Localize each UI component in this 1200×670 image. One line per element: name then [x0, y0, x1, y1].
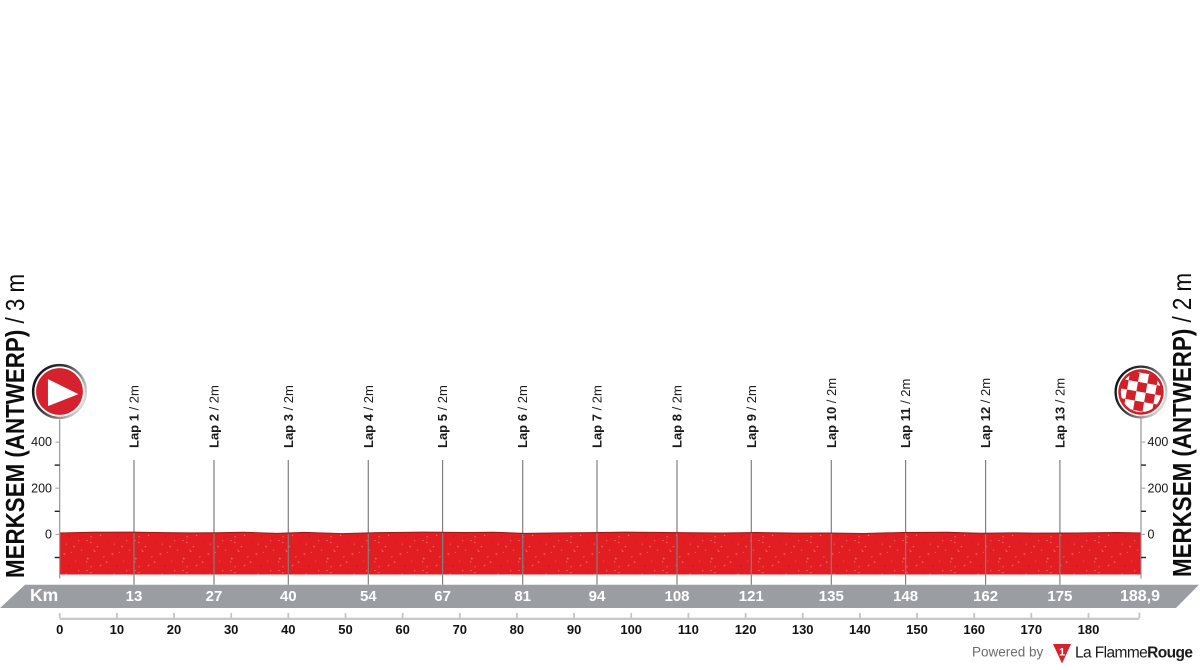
svg-text:0: 0 [56, 622, 63, 637]
svg-text:Lap 4 / 2m: Lap 4 / 2m [361, 385, 376, 448]
svg-text:170: 170 [1020, 622, 1042, 637]
svg-text:Lap 7 / 2m: Lap 7 / 2m [590, 385, 605, 448]
svg-text:140: 140 [849, 622, 871, 637]
svg-text:60: 60 [395, 622, 409, 637]
svg-text:0: 0 [1148, 528, 1155, 542]
svg-text:0: 0 [45, 528, 52, 542]
svg-text:40: 40 [281, 622, 295, 637]
svg-text:20: 20 [167, 622, 181, 637]
svg-text:130: 130 [792, 622, 814, 637]
svg-text:200: 200 [31, 481, 52, 495]
svg-text:94: 94 [589, 588, 606, 605]
svg-text:180: 180 [1078, 622, 1100, 637]
svg-text:70: 70 [453, 622, 467, 637]
svg-text:13: 13 [126, 588, 143, 605]
svg-text:400: 400 [1148, 435, 1169, 449]
svg-text:80: 80 [510, 622, 524, 637]
svg-text:Lap 2 / 2m: Lap 2 / 2m [207, 385, 222, 448]
svg-text:188,9: 188,9 [1120, 588, 1160, 605]
svg-text:162: 162 [973, 588, 998, 605]
svg-text:40: 40 [280, 588, 297, 605]
svg-text:1: 1 [1059, 647, 1065, 659]
svg-text:Lap 12 / 2m: Lap 12 / 2m [978, 378, 993, 448]
svg-text:100: 100 [620, 622, 642, 637]
svg-text:81: 81 [514, 588, 531, 605]
svg-text:Lap 10 / 2m: Lap 10 / 2m [824, 378, 839, 448]
svg-text:Lap 3 / 2m: Lap 3 / 2m [281, 385, 296, 448]
svg-text:90: 90 [567, 622, 581, 637]
svg-text:MERKSEM (ANTWERP) / 3 m: MERKSEM (ANTWERP) / 3 m [1, 274, 30, 578]
svg-text:50: 50 [338, 622, 352, 637]
svg-text:400: 400 [31, 435, 52, 449]
svg-text:200: 200 [1148, 481, 1169, 495]
svg-text:La FlammeRouge: La FlammeRouge [1075, 645, 1193, 662]
svg-text:160: 160 [963, 622, 985, 637]
svg-text:Lap 5 / 2m: Lap 5 / 2m [435, 385, 450, 448]
svg-text:175: 175 [1047, 588, 1072, 605]
svg-text:30: 30 [224, 622, 238, 637]
svg-text:54: 54 [360, 588, 377, 605]
svg-text:121: 121 [739, 588, 764, 605]
svg-text:Lap 11 / 2m: Lap 11 / 2m [898, 379, 913, 448]
svg-text:Lap 13 / 2m: Lap 13 / 2m [1052, 378, 1067, 448]
svg-text:120: 120 [735, 622, 757, 637]
svg-text:Lap 8 / 2m: Lap 8 / 2m [670, 385, 685, 448]
svg-text:135: 135 [819, 588, 844, 605]
svg-text:Km: Km [30, 585, 58, 605]
svg-text:150: 150 [906, 622, 928, 637]
svg-text:Powered by: Powered by [972, 645, 1044, 660]
svg-text:MERKSEM (ANTWERP) / 2 m: MERKSEM (ANTWERP) / 2 m [1168, 273, 1197, 577]
svg-text:148: 148 [893, 588, 918, 605]
svg-text:110: 110 [678, 622, 699, 637]
svg-text:27: 27 [206, 588, 223, 605]
svg-text:10: 10 [110, 622, 124, 637]
svg-text:108: 108 [664, 588, 689, 605]
svg-text:Lap 6 / 2m: Lap 6 / 2m [515, 385, 530, 448]
svg-text:67: 67 [434, 588, 451, 605]
svg-text:Lap 9 / 2m: Lap 9 / 2m [744, 385, 759, 448]
svg-text:Lap 1 / 2m: Lap 1 / 2m [127, 385, 142, 448]
